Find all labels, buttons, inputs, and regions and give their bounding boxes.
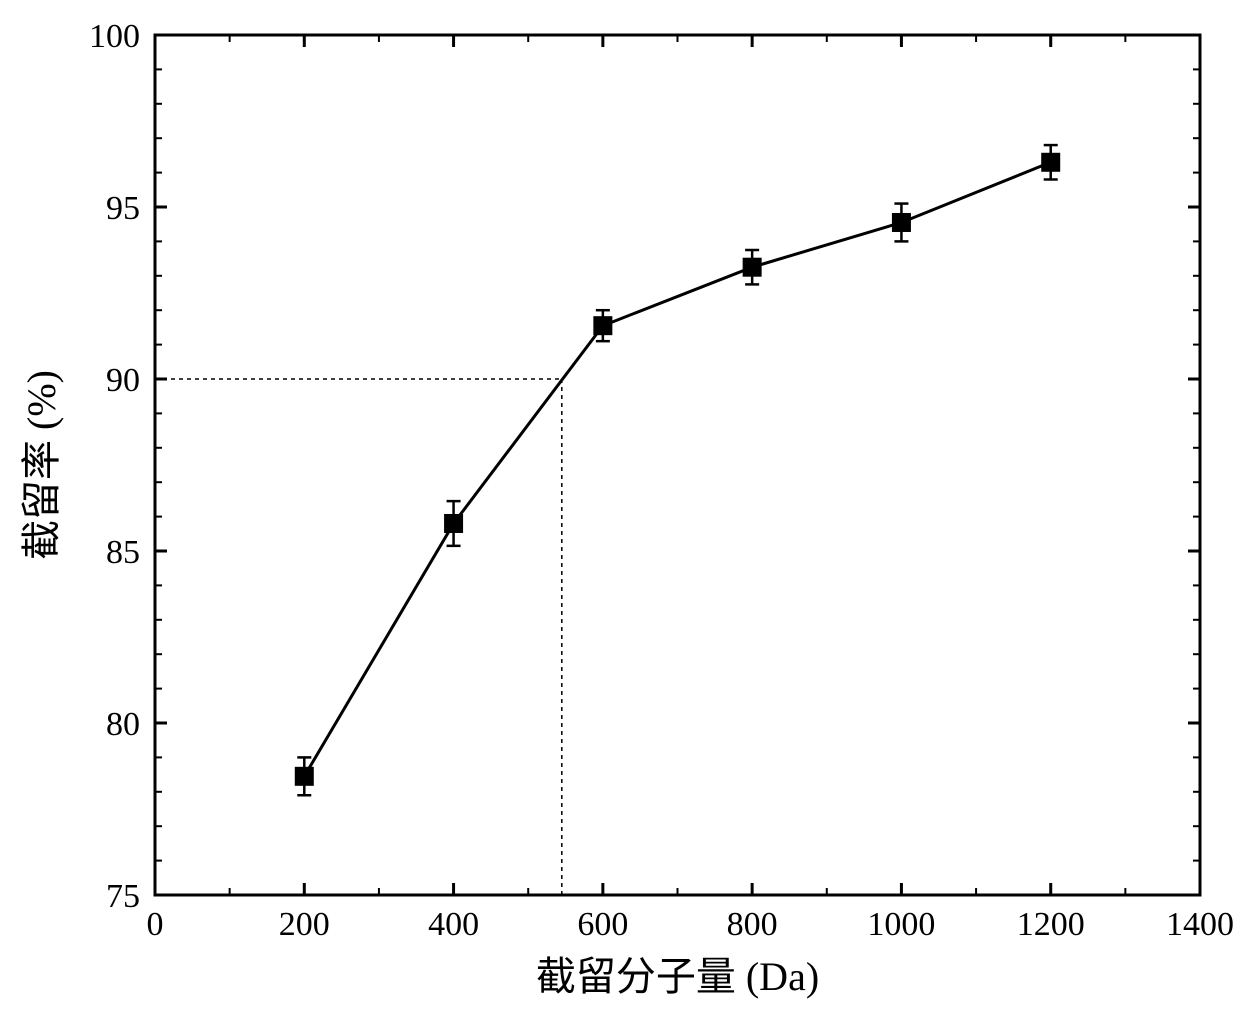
x-tick-label: 0 [147,906,164,943]
x-tick-label: 1400 [1166,906,1234,943]
x-tick-label: 200 [279,906,330,943]
y-tick-label: 100 [89,18,140,55]
y-axis-label: 截留率 (%) [19,370,64,560]
data-marker [1042,153,1060,171]
x-tick-label: 1000 [867,906,935,943]
chart-svg: 0 200 400 600 800 1000 1200 1400 75 80 85 90 95 100 截留… [0,0,1240,1016]
x-axis-label: 截留分子量 (Da) [536,954,819,999]
data-marker [892,213,910,231]
data-marker [295,767,313,785]
chart-container: 0 200 400 600 800 1000 1200 1400 75 80 85 90 95 100 截留… [0,0,1240,1016]
data-marker [743,258,761,276]
x-tick-label: 800 [727,906,778,943]
x-tick-label: 400 [428,906,479,943]
y-tick-label: 75 [106,878,140,915]
x-tick-label: 1200 [1017,906,1085,943]
plot-background [0,0,1240,1016]
x-tick-label: 600 [577,906,628,943]
y-tick-label: 85 [106,534,140,571]
data-marker [594,317,612,335]
y-tick-label: 90 [106,362,140,399]
y-tick-label: 95 [106,190,140,227]
y-tick-label: 80 [106,706,140,743]
data-marker [445,514,463,532]
